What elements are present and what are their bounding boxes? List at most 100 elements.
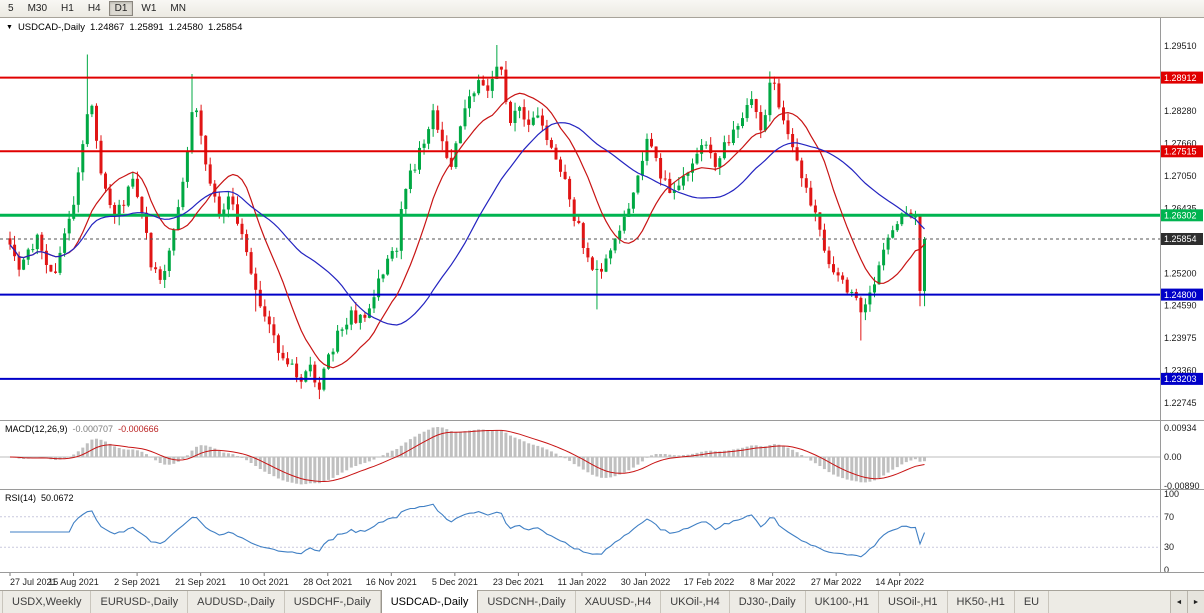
macd-histogram-bar <box>299 457 303 485</box>
scroll-right-icon[interactable]: ► <box>1187 591 1204 613</box>
candle-body <box>754 99 758 112</box>
macd-histogram-bar <box>750 445 754 457</box>
candle-body <box>327 354 330 369</box>
candle-body <box>90 105 94 115</box>
macd-histogram-bar <box>367 457 371 462</box>
macd-histogram-bar <box>627 457 631 471</box>
macd-label: MACD(12,26,9) <box>5 424 68 434</box>
chart-title-open: 1.24867 <box>89 22 125 33</box>
candle-body <box>745 105 749 119</box>
date-label: 15 Aug 2021 <box>48 577 99 587</box>
level-price-badge[interactable] <box>1161 209 1203 222</box>
tab-uk100-h1[interactable]: UK100-,H1 <box>806 591 880 613</box>
candle-body <box>554 147 558 160</box>
macd-histogram-bar <box>163 457 167 465</box>
macd-main-value: -0.000707 <box>72 424 114 434</box>
macd-histogram-bar <box>481 429 485 457</box>
tab-usoil-h1[interactable]: USOil-,H1 <box>879 591 948 613</box>
macd-histogram-bar <box>258 457 262 469</box>
candle-body <box>686 172 690 176</box>
date-label: 17 Feb 2022 <box>684 577 735 587</box>
macd-histogram-bar <box>522 441 526 457</box>
candle-body <box>340 329 344 331</box>
candle-body <box>499 66 503 70</box>
tab-scroll-buttons: ◄ ► <box>1170 591 1204 613</box>
macd-histogram-bar <box>113 446 117 457</box>
macd-axis-label: 0.00934 <box>1164 423 1197 433</box>
candle-body <box>95 105 98 141</box>
macd-histogram-bar <box>572 457 576 465</box>
candle-body <box>631 192 635 209</box>
macd-histogram-bar <box>895 457 899 468</box>
macd-histogram-bar <box>445 429 449 457</box>
candle-body <box>304 371 308 382</box>
macd-histogram-bar <box>904 457 908 463</box>
macd-histogram-bar <box>185 455 189 457</box>
tab-ukoil-h4[interactable]: UKOil-,H4 <box>661 591 730 613</box>
macd-histogram-bar <box>795 452 799 457</box>
macd-histogram-bar <box>90 439 94 457</box>
macd-histogram-bar <box>422 431 426 457</box>
tab-usdx-weekly[interactable]: USDX,Weekly <box>2 591 92 613</box>
macd-histogram-bar <box>827 457 831 473</box>
macd-histogram-bar <box>358 457 362 465</box>
scroll-left-icon[interactable]: ◄ <box>1170 591 1187 613</box>
tab-eurusd-daily[interactable]: EURUSD-,Daily <box>91 591 189 613</box>
candle-body <box>763 115 767 131</box>
price-axis-label: 1.25200 <box>1164 268 1197 278</box>
macd-histogram-bar <box>249 457 253 463</box>
chart-title-marker-icon: ▼ <box>6 24 13 31</box>
level-price-badge[interactable] <box>1161 288 1203 301</box>
macd-histogram-bar <box>372 457 376 460</box>
timeframe-button-d1[interactable]: D1 <box>108 1 134 16</box>
chart-canvas[interactable]: 1.29510 1.28280 1.27660 1.27050 1.26435 1.252… <box>0 18 1204 590</box>
candle-body <box>358 314 362 323</box>
candle-body <box>204 135 208 165</box>
tab-hk50-h1[interactable]: HK50-,H1 <box>948 591 1015 613</box>
timeframe-button-h4[interactable]: H4 <box>87 3 101 14</box>
macd-histogram-bar <box>167 457 171 465</box>
tab-eu[interactable]: EU <box>1015 591 1050 613</box>
candle-body <box>431 110 435 130</box>
candle-body <box>472 93 476 97</box>
level-price-badge[interactable] <box>1161 372 1203 385</box>
candle-body <box>581 223 585 248</box>
macd-histogram-bar <box>782 445 785 457</box>
macd-histogram-bar <box>768 445 772 457</box>
candle-body <box>267 316 271 325</box>
candle-body <box>158 269 162 280</box>
timeframe-button-m30[interactable]: M30 <box>27 3 48 14</box>
timeframe-button-h1[interactable]: H1 <box>61 3 74 14</box>
macd-histogram-bar <box>850 457 854 481</box>
tab-usdcad-daily[interactable]: USDCAD-,Daily <box>380 590 479 613</box>
chart-title: ▼ USDCAD-,Daily 1.24867 1.25891 1.24580 … <box>6 22 242 33</box>
macd-histogram-bar <box>736 448 740 457</box>
tab-audusd-daily[interactable]: AUDUSD-,Daily <box>188 591 285 613</box>
macd-histogram-bar <box>873 457 876 481</box>
macd-histogram-bar <box>140 451 144 457</box>
candle-body <box>381 274 385 279</box>
tab-dj30-daily[interactable]: DJ30-,Daily <box>730 591 806 613</box>
level-price-badge-label: 1.26302 <box>1164 211 1197 221</box>
tab-usdcnh-daily[interactable]: USDCNH-,Daily <box>478 591 576 613</box>
candle-body <box>895 224 899 231</box>
tab-usdchf-daily[interactable]: USDCHF-,Daily <box>285 591 381 613</box>
timeframe-button-w1[interactable]: W1 <box>141 3 157 14</box>
macd-histogram-bar <box>754 445 758 457</box>
level-price-badge[interactable] <box>1161 145 1203 158</box>
macd-histogram-bar <box>122 449 126 457</box>
candle-body <box>185 151 189 182</box>
level-price-badge-label: 1.24800 <box>1164 290 1197 300</box>
current-price-badge-label: 1.25854 <box>1164 234 1197 244</box>
macd-histogram-bar <box>222 452 226 457</box>
macd-histogram-bar <box>349 457 353 468</box>
chart-title-close: 1.25854 <box>208 22 243 33</box>
rsi-axis-label: 70 <box>1164 512 1174 522</box>
level-price-badge[interactable] <box>1161 71 1203 84</box>
timeframe-button-5[interactable]: 5 <box>8 3 14 14</box>
tab-xauusd-h4[interactable]: XAUUSD-,H4 <box>576 591 662 613</box>
candle-body <box>272 324 276 336</box>
macd-histogram-bar <box>800 455 804 457</box>
timeframe-button-mn[interactable]: MN <box>170 3 186 14</box>
current-price-badge[interactable] <box>1161 233 1203 245</box>
